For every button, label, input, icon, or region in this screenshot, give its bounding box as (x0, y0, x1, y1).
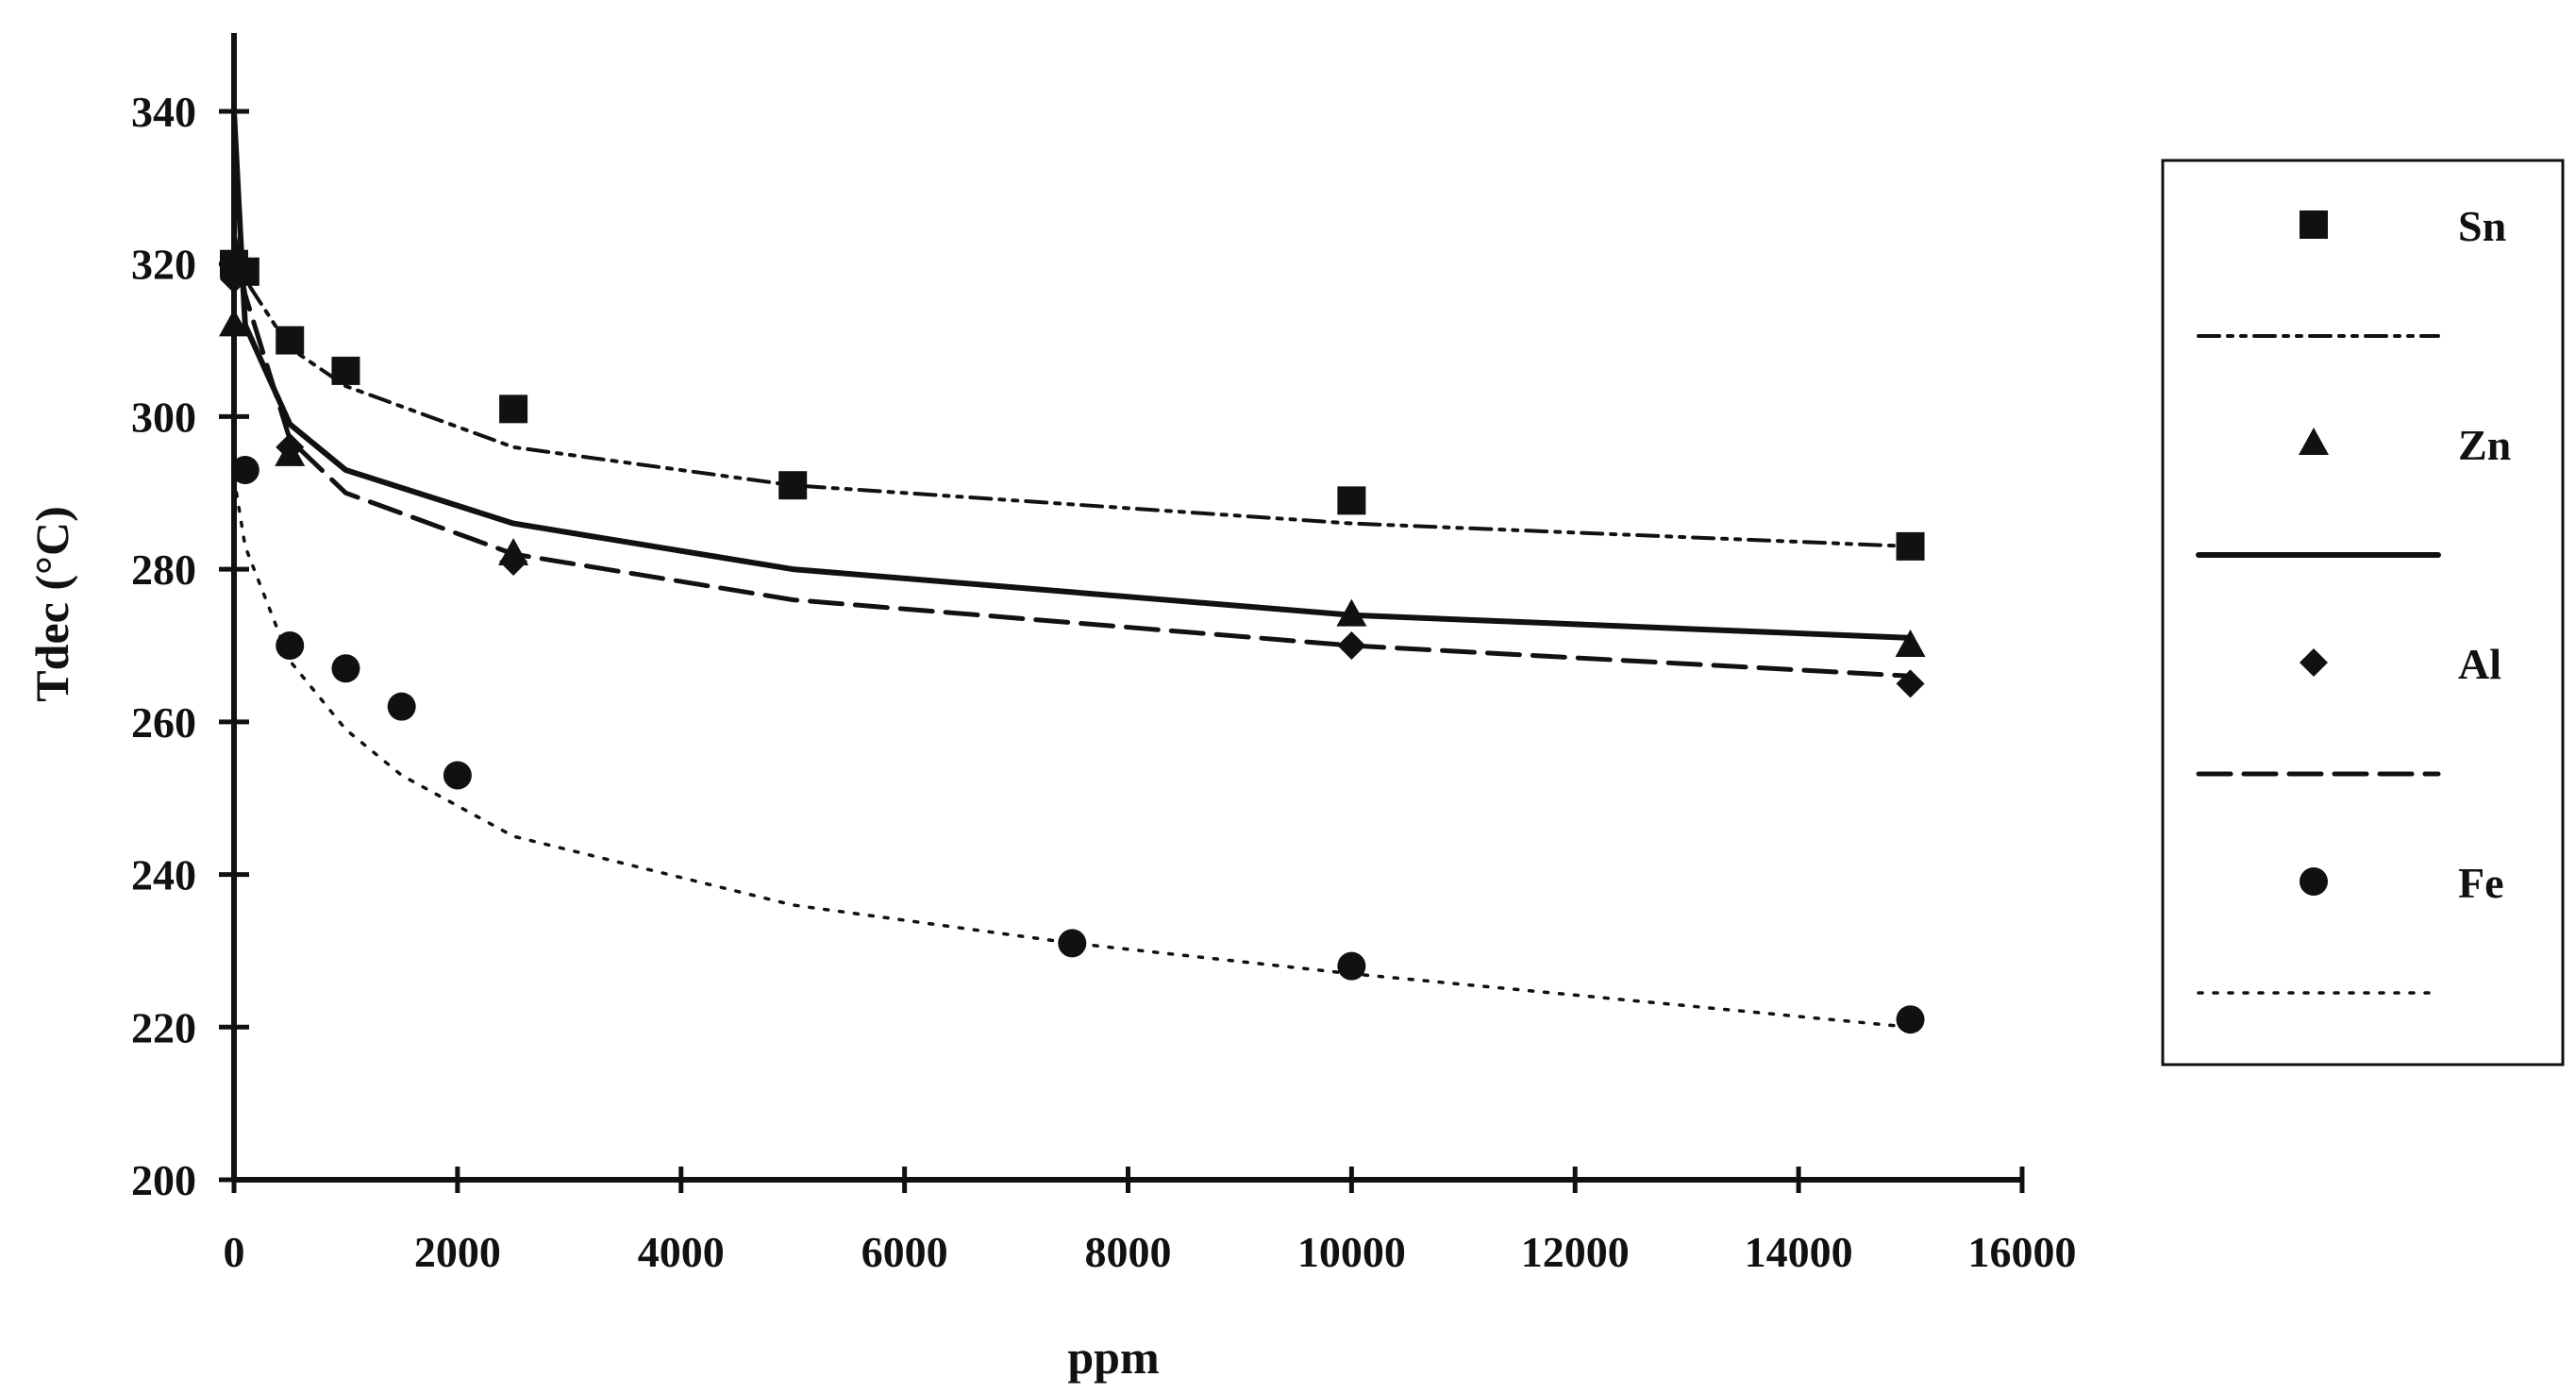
x-tick-label: 8000 (1085, 1228, 1172, 1276)
legend-marker-fe (2300, 867, 2328, 896)
data-point-sn (778, 471, 808, 500)
y-axis-title: Tdec (°C) (25, 506, 78, 701)
data-point-fe (1896, 1005, 1925, 1034)
data-point-fe (443, 761, 472, 790)
data-point-sn (276, 326, 305, 355)
data-point-fe (276, 631, 305, 660)
data-point-zn (219, 309, 249, 337)
data-point-al (276, 432, 305, 462)
legend-label-sn: Sn (2458, 202, 2506, 250)
trendline-al (231, 230, 1914, 679)
y-tick-label: 340 (131, 88, 196, 136)
data-point-sn (1896, 531, 1925, 561)
data-point-fe (1058, 929, 1087, 958)
x-tick-label: 6000 (861, 1228, 948, 1276)
y-tick-label: 200 (131, 1156, 196, 1204)
data-point-sn (499, 395, 528, 424)
x-tick-label: 0 (224, 1228, 245, 1276)
x-tick-label: 16000 (1968, 1228, 2077, 1276)
legend-marker-zn (2299, 428, 2329, 455)
trendlines-group (231, 109, 1914, 1030)
trendline-sn (232, 231, 1913, 548)
y-tick-label: 260 (131, 698, 196, 747)
data-point-fe (387, 692, 416, 721)
legend-label-fe: Fe (2458, 859, 2504, 907)
trendline-fe (232, 476, 1913, 1030)
legend-box (2161, 159, 2565, 1066)
data-point-fe (1337, 951, 1366, 981)
legend: Sn Zn Al Fe (2161, 159, 2565, 1066)
x-tick-label: 10000 (1297, 1228, 1406, 1276)
data-point-sn (1337, 486, 1366, 515)
legend-label-zn: Zn (2458, 421, 2511, 469)
y-tick-label: 220 (131, 1003, 196, 1051)
x-axis-title: ppm (1067, 1331, 1159, 1384)
data-point-al (499, 547, 528, 577)
axes-group: 0 2000 4000 6000 8000 10000 12000 14000 16000 200… (131, 33, 2077, 1276)
data-point-fe (230, 456, 259, 485)
trendline-zn (231, 109, 1914, 641)
data-point-sn (331, 356, 360, 385)
data-point-al (220, 264, 248, 294)
data-point-al (1337, 631, 1366, 660)
data-points-group (219, 249, 1926, 1034)
legend-marker-sn (2300, 210, 2328, 239)
x-tick-label: 12000 (1521, 1228, 1630, 1276)
data-point-al (1896, 669, 1925, 698)
y-tick-label: 320 (131, 241, 196, 289)
data-point-fe (331, 654, 360, 683)
y-tick-label: 300 (131, 393, 196, 441)
x-tick-label: 14000 (1745, 1228, 1853, 1276)
data-point-zn (1895, 630, 1926, 657)
x-tick-label: 2000 (414, 1228, 501, 1276)
legend-marker-al (2300, 648, 2328, 677)
x-tick-label: 4000 (638, 1228, 725, 1276)
y-tick-label: 280 (131, 546, 196, 594)
legend-label-al: Al (2458, 640, 2501, 688)
data-point-zn (1336, 598, 1367, 627)
y-tick-label: 240 (131, 851, 196, 899)
